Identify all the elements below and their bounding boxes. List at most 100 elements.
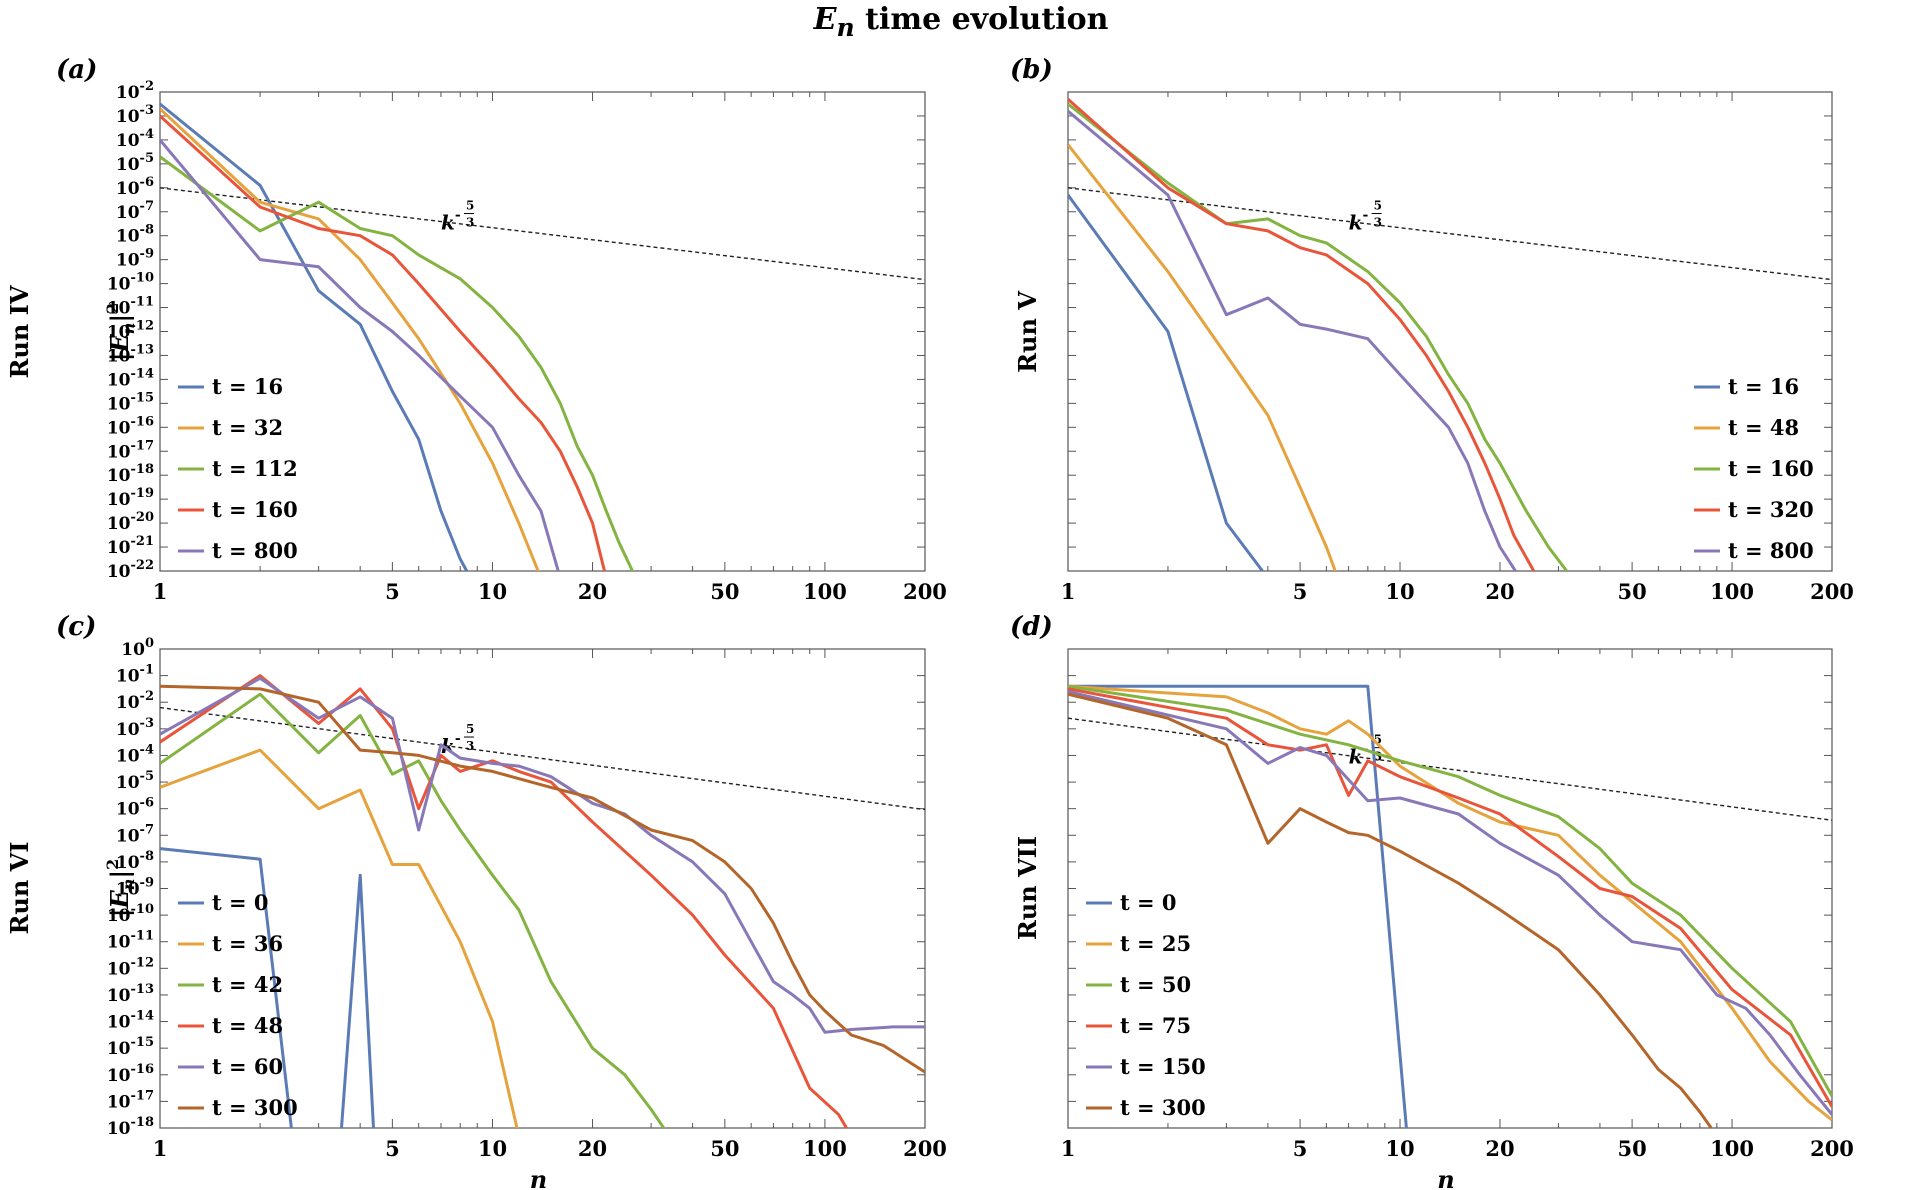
reference-exp-num: 5: [1374, 733, 1382, 747]
x-tick-label: 10: [1385, 1136, 1414, 1161]
x-tick-label: 10: [478, 579, 507, 604]
y-tick-label: 10-10: [107, 271, 154, 295]
x-tick-label: 1: [153, 1136, 168, 1161]
legend-label: t = 16: [212, 374, 283, 399]
x-tick-label: 200: [903, 1136, 947, 1161]
reference-exp-num: 5: [1374, 199, 1382, 213]
x-tick-label: 200: [1810, 1136, 1854, 1161]
y-tick-label: 10-15: [107, 390, 154, 414]
reference-exp-den: 3: [1374, 750, 1382, 764]
series-line: [1068, 692, 1714, 1128]
panel-a: 1 5 10 20 50 100 20010-2210-2110-2010-1910-181…: [5, 55, 947, 604]
x-tick-label: 10: [478, 1136, 507, 1161]
x-tick-label: 50: [1617, 579, 1646, 604]
legend-label: t = 0: [1120, 890, 1177, 915]
y-tick-label: 10-14: [107, 1009, 154, 1033]
y-tick-label: 10-9: [116, 876, 154, 900]
x-tick-label: 1: [1061, 579, 1076, 604]
series-line: [1068, 110, 1518, 571]
x-tick-label: 50: [710, 579, 739, 604]
y-tick-label: 10-13: [107, 982, 154, 1006]
legend-label: t = 50: [1120, 972, 1191, 997]
legend-label: t = 48: [212, 1013, 283, 1038]
x-axis-label: n: [1437, 1165, 1454, 1190]
run-label: Run VII: [1013, 836, 1042, 940]
y-tick-label: 10-8: [116, 223, 154, 247]
y-tick-label: 10-16: [107, 1062, 154, 1086]
panel-label: (d): [1010, 612, 1053, 642]
y-tick-label: 10-3: [116, 103, 154, 127]
x-tick-label: 1: [153, 579, 168, 604]
series-line: [160, 155, 635, 571]
series-line: [160, 748, 519, 1128]
legend-label: t = 42: [212, 972, 283, 997]
legend-label: t = 160: [1728, 456, 1814, 481]
series-line: [160, 676, 925, 1034]
panel-label: (b): [1010, 55, 1053, 85]
reference-line: [160, 706, 925, 811]
y-tick-label: 10-11: [107, 929, 154, 953]
x-tick-label: 50: [1617, 1136, 1646, 1161]
panel-c: 1 5 10 20 50 100 20010-1810-1710-1610-1510-141…: [5, 612, 947, 1190]
legend-label: t = 36: [212, 931, 283, 956]
y-tick-label: 10-15: [107, 1035, 154, 1059]
series-line: [1068, 684, 1832, 1097]
x-tick-label: 1: [1061, 1136, 1076, 1161]
series-line: [1068, 98, 1536, 571]
x-tick-label: 200: [1810, 579, 1854, 604]
y-tick-label: 10-6: [116, 796, 154, 820]
y-tick-label: 10-4: [116, 742, 154, 766]
y-tick-label: 10-12: [107, 955, 154, 979]
run-label: Run V: [1013, 291, 1042, 373]
y-tick-label: 10-1: [116, 663, 154, 687]
run-label: Run VI: [5, 841, 34, 934]
y-axis-label: |En|2: [103, 859, 138, 918]
panel-label: (c): [56, 612, 96, 642]
y-tick-label: 10-20: [107, 510, 154, 534]
y-tick-label: 10-18: [107, 1115, 154, 1139]
y-tick-label: 10-5: [116, 769, 154, 793]
x-axis-label: n: [530, 1165, 547, 1190]
x-tick-label: 5: [1293, 579, 1308, 604]
y-tick-label: 10-21: [107, 534, 154, 558]
legend-label: t = 300: [1120, 1095, 1206, 1120]
series-line: [1068, 194, 1265, 571]
series-line: [160, 674, 849, 1128]
y-tick-label: 10-11: [107, 295, 154, 319]
y-tick-label: 100: [121, 636, 154, 660]
series-line: [1068, 143, 1337, 571]
series-line: [1068, 687, 1832, 1108]
y-tick-label: 10-16: [107, 414, 154, 438]
y-tick-label: 10-14: [107, 366, 154, 390]
reference-line-label: k-: [441, 208, 461, 235]
legend-label: t = 160: [212, 497, 298, 522]
series-line: [160, 107, 540, 571]
legend-label: t = 150: [1120, 1054, 1206, 1079]
legend-label: t = 0: [212, 890, 269, 915]
y-tick-label: 10-18: [107, 462, 154, 486]
x-tick-label: 5: [385, 579, 400, 604]
legend-label: t = 25: [1120, 931, 1191, 956]
reference-line: [160, 187, 925, 281]
panel-b: 1 5 10 20 50 100 200 k- 5 3 t = 16 t = 48 t = 160 t =…: [1010, 55, 1854, 604]
legend-label: t = 75: [1120, 1013, 1191, 1038]
title-text: time evolution: [854, 2, 1109, 37]
x-tick-label: 20: [578, 579, 607, 604]
x-tick-label: 20: [1485, 1136, 1514, 1161]
y-tick-label: 10-17: [107, 1088, 154, 1112]
x-tick-label: 100: [803, 1136, 847, 1161]
y-tick-label: 10-7: [116, 822, 154, 846]
reference-exp-den: 3: [466, 739, 474, 753]
reference-exp-den: 3: [466, 216, 474, 230]
title-symbol: E: [813, 2, 837, 37]
y-tick-label: 10-10: [107, 902, 154, 926]
series-line: [160, 692, 666, 1128]
panel-label: (a): [56, 55, 97, 85]
x-tick-label: 100: [1710, 1136, 1754, 1161]
legend-label: t = 800: [212, 538, 298, 563]
y-tick-label: 10-7: [116, 199, 154, 223]
reference-exp-num: 5: [466, 199, 474, 213]
reference-line-label: k-: [1349, 208, 1369, 235]
